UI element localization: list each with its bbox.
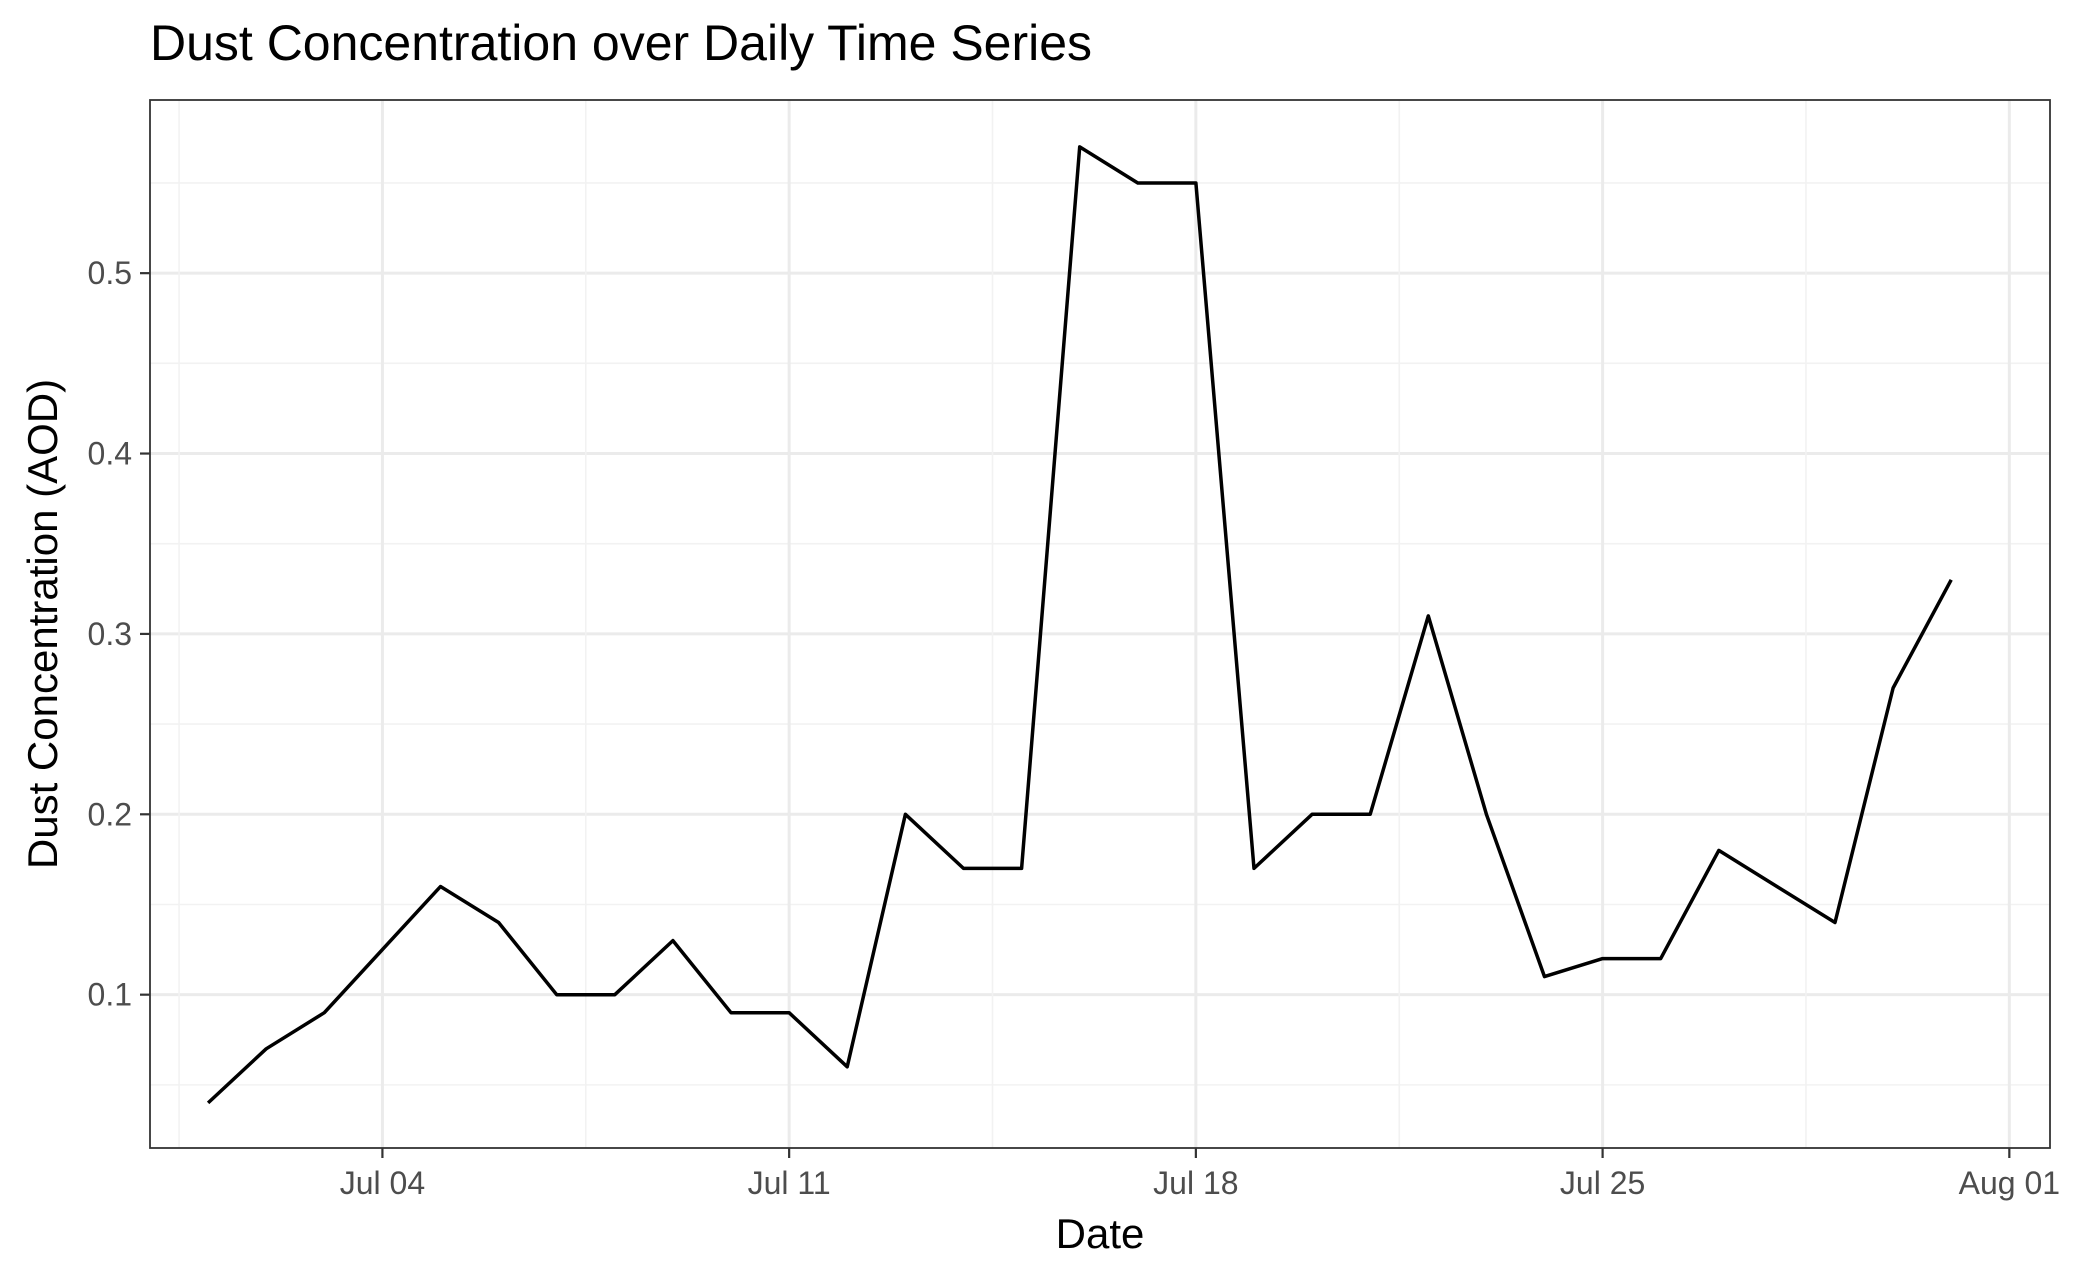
y-axis: 0.1 0.2 0.3 0.4 0.5	[88, 255, 150, 1013]
x-tick-label: Jul 04	[340, 1165, 425, 1201]
x-tick-label: Jul 25	[1560, 1165, 1645, 1201]
y-tick-label: 0.4	[88, 436, 132, 472]
x-tick-label: Jul 18	[1153, 1165, 1238, 1201]
y-axis-title: Dust Concentration (AOD)	[19, 379, 66, 869]
series-line	[206, 145, 1953, 1105]
x-tick-label: Jul 11	[748, 1165, 831, 1201]
x-axis: Jul 04 Jul 11 Jul 18 Jul 25 Aug 01	[340, 1148, 2060, 1201]
y-tick-label: 0.1	[88, 977, 132, 1013]
x-axis-title: Date	[1056, 1210, 1145, 1257]
grid	[150, 100, 2050, 1148]
chart-title: Dust Concentration over Daily Time Serie…	[150, 15, 1092, 71]
plot-panel	[149, 99, 2051, 1149]
y-tick-label: 0.3	[88, 616, 132, 652]
x-tick-label: Aug 01	[1959, 1165, 2060, 1201]
y-tick-label: 0.2	[88, 796, 132, 832]
y-tick-label: 0.5	[88, 255, 132, 291]
